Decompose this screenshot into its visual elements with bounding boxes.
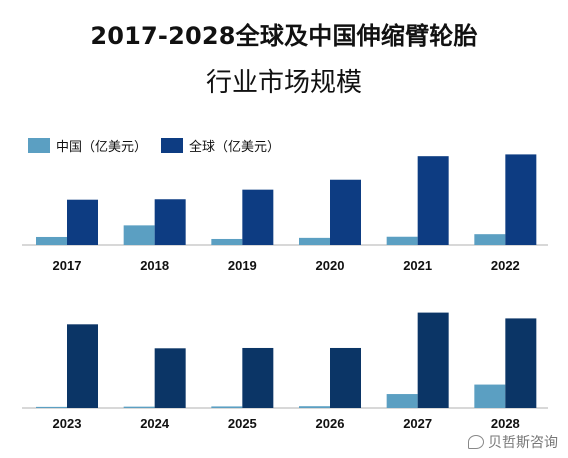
legend-label-global: 全球（亿美元） <box>189 140 281 155</box>
bar-global-2020 <box>330 179 361 245</box>
legend-swatch-china <box>28 138 50 153</box>
x-tick-label-2025: 2025 <box>228 416 257 431</box>
chart-legend: 中国（亿美元） 全球（亿美元） <box>28 136 294 155</box>
bar-china-2020 <box>299 237 330 245</box>
bar-global-2028 <box>505 318 537 408</box>
legend-swatch-global <box>161 138 184 153</box>
bar-global-2019 <box>242 189 274 245</box>
bar-global-2023 <box>67 324 98 408</box>
x-tick-label-2024: 2024 <box>140 416 170 431</box>
legend-item-china: 中国（亿美元） <box>28 136 147 155</box>
x-tick-label-2026: 2026 <box>316 416 345 431</box>
bar-china-2025 <box>211 406 243 408</box>
bar-global-2027 <box>417 312 449 408</box>
bar-china-2027 <box>386 394 418 408</box>
watermark-text: 贝哲斯咨询 <box>488 435 558 451</box>
bar-china-2022 <box>474 234 506 245</box>
bar-china-2021 <box>386 236 418 245</box>
bar-global-2021 <box>417 156 449 245</box>
chart-title-line1: 2017-2028全球及中国伸缩臂轮胎 <box>90 22 478 50</box>
x-tick-label-2019: 2019 <box>228 258 257 273</box>
x-tick-label-2018: 2018 <box>140 258 169 273</box>
x-tick-label-2027: 2027 <box>403 416 432 431</box>
bar-china-2017 <box>36 236 67 245</box>
bar-china-2024 <box>123 406 155 408</box>
bar-china-2028 <box>474 384 506 408</box>
bar-china-2018 <box>123 225 155 245</box>
bar-global-2025 <box>242 347 274 408</box>
bar-global-2022 <box>505 154 537 245</box>
legend-item-global: 全球（亿美元） <box>161 136 280 155</box>
legend-label-china: 中国（亿美元） <box>56 140 148 155</box>
x-tick-label-2020: 2020 <box>316 258 345 273</box>
chart-title-line2: 行业市场规模 <box>205 68 362 98</box>
bar-global-2018 <box>154 199 186 245</box>
x-tick-label-2017: 2017 <box>53 258 82 273</box>
x-tick-label-2021: 2021 <box>403 258 432 273</box>
bar-global-2026 <box>330 347 361 408</box>
bar-global-2024 <box>154 348 186 408</box>
bar-global-2017 <box>67 199 98 245</box>
x-tick-label-2022: 2022 <box>491 258 520 273</box>
watermark: 贝哲斯咨询 <box>468 432 558 452</box>
x-tick-label-2028: 2028 <box>491 416 520 431</box>
weibo-icon <box>468 435 484 449</box>
bar-china-2026 <box>299 406 330 408</box>
bar-china-2023 <box>36 406 67 408</box>
x-tick-label-2023: 2023 <box>53 416 82 431</box>
bar-china-2019 <box>211 238 243 245</box>
